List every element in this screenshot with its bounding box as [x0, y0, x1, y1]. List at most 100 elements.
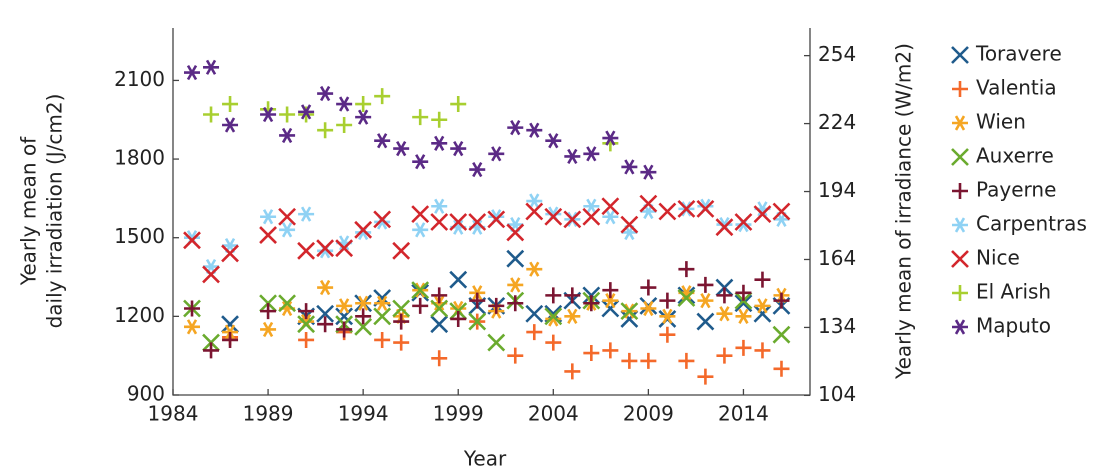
legend-marker: [951, 148, 969, 166]
marker: [526, 261, 543, 277]
marker: [203, 342, 220, 359]
marker: [355, 308, 372, 325]
marker: [526, 122, 543, 138]
marker: [621, 159, 638, 175]
marker: [355, 109, 372, 125]
marker: [545, 287, 562, 304]
marker: [184, 64, 201, 81]
marker: [640, 352, 657, 369]
marker: [716, 347, 733, 364]
marker: [450, 140, 467, 157]
y2-tick-label: 254: [818, 42, 856, 66]
marker: [184, 300, 201, 317]
y-axis-label: daily irradiation (J/cm2): [43, 94, 67, 329]
marker: [772, 202, 791, 221]
marker: [735, 308, 752, 324]
marker: [715, 218, 734, 237]
marker: [659, 292, 676, 309]
marker: [488, 297, 505, 314]
marker: [316, 304, 335, 323]
marker: [412, 154, 429, 170]
marker: [298, 303, 315, 320]
marker: [450, 96, 467, 113]
marker: [450, 310, 467, 327]
marker: [260, 303, 277, 320]
marker: [393, 313, 410, 330]
marker: [222, 331, 239, 348]
marker: [507, 347, 524, 364]
legend-label: Maputo: [976, 314, 1051, 338]
marker: [677, 289, 696, 307]
legend-marker: [952, 319, 968, 335]
legend-marker: [951, 250, 969, 268]
marker: [735, 216, 752, 233]
marker: [431, 287, 448, 304]
marker: [716, 306, 733, 322]
marker: [678, 261, 695, 278]
marker: [773, 292, 790, 309]
marker: [222, 96, 239, 113]
marker: [336, 321, 353, 338]
marker: [260, 321, 277, 338]
marker: [544, 207, 563, 226]
x-tick-label: 1999: [433, 402, 484, 426]
marker: [430, 315, 449, 334]
marker: [431, 350, 448, 367]
legend-marker: [952, 81, 968, 97]
marker: [317, 85, 334, 102]
marker: [184, 319, 201, 335]
marker: [431, 135, 448, 151]
marker: [392, 241, 411, 260]
axis-frame: [172, 28, 811, 396]
marker: [602, 342, 619, 359]
marker: [602, 130, 619, 146]
marker: [602, 209, 619, 225]
marker: [564, 287, 581, 304]
marker: [373, 307, 392, 326]
marker: [677, 199, 696, 218]
y-tick-label: 2100: [114, 67, 165, 91]
marker: [507, 295, 524, 312]
marker: [355, 295, 372, 311]
marker: [564, 363, 581, 380]
marker: [469, 292, 486, 309]
marker: [526, 193, 543, 209]
marker: [374, 331, 391, 348]
marker: [335, 307, 354, 326]
marker: [298, 106, 315, 123]
marker: [354, 317, 373, 336]
marker: [601, 197, 620, 216]
marker: [754, 271, 771, 288]
legend-label: Auxerre: [976, 144, 1054, 168]
marker: [317, 122, 334, 139]
marker: [735, 284, 752, 301]
marker: [412, 297, 429, 314]
marker: [734, 294, 753, 313]
marker: [697, 276, 714, 293]
marker: [431, 111, 448, 128]
marker: [545, 133, 562, 149]
marker: [411, 205, 430, 224]
marker: [298, 206, 315, 222]
marker: [697, 293, 714, 309]
x-tick-label: 2004: [528, 402, 579, 426]
marker: [392, 299, 411, 318]
marker: [430, 299, 449, 318]
marker: [468, 312, 487, 331]
marker: [754, 298, 771, 314]
marker: [620, 310, 639, 328]
marker: [469, 161, 486, 178]
marker: [488, 146, 505, 162]
marker: [316, 239, 335, 258]
y2-tick-label: 194: [818, 178, 856, 202]
marker: [412, 222, 429, 238]
x-tick-label: 2009: [623, 402, 674, 426]
marker: [184, 230, 201, 246]
marker: [639, 194, 658, 213]
marker: [222, 117, 239, 133]
marker: [735, 339, 752, 356]
marker: [640, 279, 657, 296]
y2-tick-label: 134: [818, 314, 856, 338]
marker: [487, 210, 506, 229]
